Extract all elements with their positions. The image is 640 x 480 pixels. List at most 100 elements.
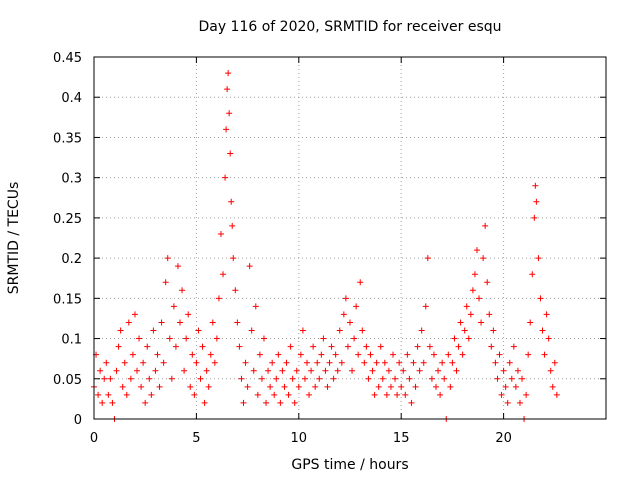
y-tick-label: 0.35 xyxy=(53,131,82,146)
data-point xyxy=(95,391,102,398)
data-point xyxy=(465,335,472,342)
data-point xyxy=(223,126,230,133)
data-point xyxy=(303,359,310,366)
data-point xyxy=(326,359,333,366)
data-point xyxy=(416,367,423,374)
data-point xyxy=(203,367,210,374)
data-point xyxy=(328,343,335,350)
data-point xyxy=(211,359,218,366)
data-point xyxy=(410,359,417,366)
data-point xyxy=(387,383,394,390)
data-point xyxy=(244,383,251,390)
data-point xyxy=(324,383,331,390)
y-axis-label: SRMTID / TECUs xyxy=(6,182,22,295)
data-point xyxy=(242,359,249,366)
data-point xyxy=(541,351,548,358)
data-point xyxy=(549,383,556,390)
data-point xyxy=(213,335,220,342)
data-point xyxy=(254,391,261,398)
data-point xyxy=(185,311,192,318)
data-points xyxy=(91,70,560,422)
data-point xyxy=(494,375,501,382)
data-point xyxy=(322,367,329,374)
data-point xyxy=(381,359,388,366)
data-point xyxy=(390,351,397,358)
data-point xyxy=(287,343,294,350)
data-point xyxy=(217,230,224,237)
data-point xyxy=(330,375,337,382)
data-point xyxy=(353,303,360,310)
data-point xyxy=(279,367,286,374)
data-point xyxy=(533,198,540,205)
data-point xyxy=(123,391,130,398)
data-point xyxy=(273,375,280,382)
data-point xyxy=(312,383,319,390)
data-point xyxy=(103,359,110,366)
data-point xyxy=(453,367,460,374)
data-point xyxy=(295,383,302,390)
data-point xyxy=(482,222,489,229)
data-point xyxy=(154,351,161,358)
data-point xyxy=(551,359,558,366)
data-point xyxy=(373,359,380,366)
data-point xyxy=(271,391,278,398)
data-point xyxy=(174,263,181,270)
data-point xyxy=(457,319,464,326)
data-point xyxy=(433,383,440,390)
x-tick-label: 20 xyxy=(495,431,512,446)
data-point xyxy=(367,351,374,358)
data-point xyxy=(164,255,171,262)
data-point xyxy=(283,359,290,366)
data-point xyxy=(117,327,124,334)
data-point xyxy=(230,255,237,262)
data-point xyxy=(152,367,159,374)
data-point xyxy=(459,351,466,358)
axis-tick-labels: 0 5 10 15 20 0 0.05 0.1 0.15 0.2 0.25 0.3 0.35 0.4 0.4… xyxy=(53,51,512,446)
data-point xyxy=(535,255,542,262)
data-point xyxy=(506,359,513,366)
data-point xyxy=(525,351,532,358)
data-point xyxy=(129,351,136,358)
data-point xyxy=(189,351,196,358)
data-point xyxy=(162,279,169,286)
data-point xyxy=(441,375,448,382)
data-point xyxy=(181,367,188,374)
data-point xyxy=(484,279,491,286)
data-point xyxy=(97,367,104,374)
chart-title: Day 116 of 2020, SRMTID for receiver esq… xyxy=(198,19,501,35)
data-point xyxy=(150,327,157,334)
data-point xyxy=(531,214,538,221)
data-point xyxy=(228,198,235,205)
data-point xyxy=(160,359,167,366)
data-point xyxy=(476,295,483,302)
data-point xyxy=(516,399,523,406)
data-point xyxy=(250,367,257,374)
y-tick-label: 0.4 xyxy=(61,91,82,106)
data-point xyxy=(545,335,552,342)
data-point xyxy=(406,375,413,382)
data-point xyxy=(177,319,184,326)
data-point xyxy=(512,383,519,390)
data-point xyxy=(121,359,128,366)
data-point xyxy=(172,343,179,350)
data-point xyxy=(547,367,554,374)
data-point xyxy=(179,287,186,294)
data-point xyxy=(107,375,114,382)
data-point xyxy=(144,343,151,350)
y-tick-label: 0.45 xyxy=(53,51,82,66)
data-point xyxy=(131,311,138,318)
data-point xyxy=(227,150,234,157)
data-point xyxy=(258,375,265,382)
data-point xyxy=(209,319,216,326)
data-point xyxy=(365,375,372,382)
data-point xyxy=(490,327,497,334)
data-point xyxy=(412,383,419,390)
data-point xyxy=(532,182,539,189)
data-point xyxy=(99,399,106,406)
data-point xyxy=(377,343,384,350)
data-point xyxy=(473,247,480,254)
y-tick-label: 0.05 xyxy=(53,373,82,388)
data-point xyxy=(134,367,141,374)
data-point xyxy=(404,351,411,358)
